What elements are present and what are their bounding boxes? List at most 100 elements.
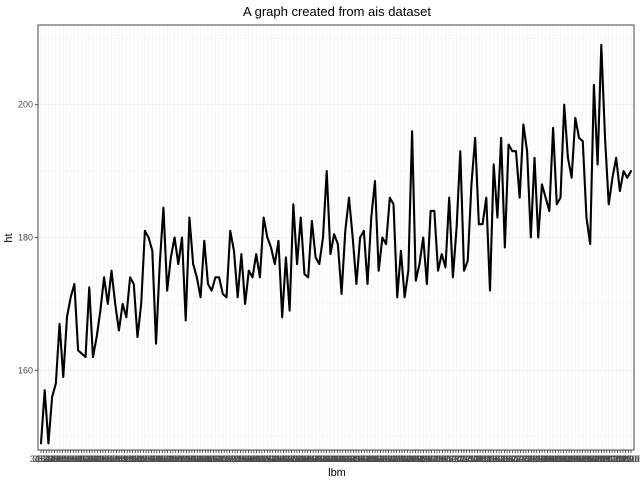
x-tick-label: 110.00: [601, 454, 628, 464]
x-tick-label: 77.00: [507, 454, 530, 464]
x-tick-label: 59.26: [307, 454, 330, 464]
x-tick-label: 52.08: [218, 454, 241, 464]
x-tick-label: 81.80: [560, 454, 583, 464]
x-tick-label: 35.44: [32, 454, 55, 464]
x-tick-label: 71.72: [447, 454, 470, 464]
x-tick-label: 46.14: [137, 454, 160, 464]
x-tick-label: 53.28: [234, 454, 257, 464]
x-tick-label: 65.96: [383, 454, 406, 464]
x-tick-label: 120.00: [609, 454, 637, 464]
x-tick-label: 45.80: [135, 454, 158, 464]
x-tick-label: 71.48: [445, 454, 468, 464]
x-tick-label: 72.44: [455, 454, 478, 464]
x-tick-label: 71.00: [439, 454, 462, 464]
x-tick-label: 49.44: [186, 454, 209, 464]
x-tick-label: 54.39: [248, 454, 271, 464]
x-tick-label: 65.72: [380, 454, 403, 464]
x-tick-label: 42.11: [84, 454, 106, 464]
x-tick-label: 74.12: [474, 454, 497, 464]
x-tick-label: 78.92: [528, 454, 551, 464]
x-tick-label: 51.16: [208, 454, 231, 464]
x-tick-label: 40.20: [62, 454, 85, 464]
x-tick-label: 64.52: [366, 454, 389, 464]
x-tick-label: 60.68: [323, 454, 346, 464]
x-tick-label: 49.26: [183, 454, 206, 464]
x-tick-label: 69.56: [423, 454, 446, 464]
x-tick-label: 80.84: [550, 454, 573, 464]
x-tick-label: 40.48: [65, 454, 88, 464]
x-tick-label: 80.12: [542, 454, 565, 464]
x-tick-label: 64.28: [364, 454, 387, 464]
x-tick-label: 61.16: [329, 454, 352, 464]
x-tick-label: 43.80: [108, 454, 131, 464]
x-tick-label: 63.56: [356, 454, 379, 464]
x-tick-label: 47.04: [151, 454, 174, 464]
x-tick-label: 77.96: [517, 454, 540, 464]
x-tick-label: 54.60: [251, 454, 274, 464]
x-tick-label: 55.70: [264, 454, 287, 464]
x-tick-label: 64.04: [361, 454, 384, 464]
x-tick-label: 76.76: [504, 454, 527, 464]
x-tick-label: 73.40: [466, 454, 489, 464]
x-tick-label: 57.88: [291, 454, 314, 464]
x-tick-label: 43.45: [102, 454, 125, 464]
x-tick-label: 62.84: [348, 454, 371, 464]
x-tick-label: 49.90: [191, 454, 214, 464]
x-tick-label: 56.12: [270, 454, 293, 464]
x-tick-label: 37.31: [38, 454, 61, 464]
x-tick-label: 59.96: [315, 454, 338, 464]
x-tick-label: 81.08: [552, 454, 575, 464]
x-tick-label: 59.74: [313, 454, 336, 464]
x-tick-label: 66.44: [388, 454, 411, 464]
x-tick-label: 55.28: [259, 454, 282, 464]
x-tick-label: 48.11: [167, 454, 189, 464]
x-tick-label: 96.00: [593, 454, 616, 464]
x-tick-label: 44.31: [113, 454, 136, 464]
x-tick-label: 81.32: [555, 454, 578, 464]
x-tick-label: 79.40: [534, 454, 557, 464]
x-tick-label: 61.64: [334, 454, 357, 464]
x-tick-label: 59.50: [310, 454, 333, 464]
x-tick-label: 48.00: [164, 454, 187, 464]
x-tick-label: 63.80: [358, 454, 381, 464]
x-tick-label: 77.24: [509, 454, 532, 464]
x-tick-label: 69.80: [426, 454, 449, 464]
x-tick-label: 83.00: [574, 454, 597, 464]
x-tick-label: 83.24: [577, 454, 600, 464]
x-tick-label: 73.88: [472, 454, 495, 464]
x-tick-label: 52.28: [221, 454, 244, 464]
x-tick-label: 66.20: [385, 454, 408, 464]
x-tick-label: 113.00: [604, 454, 631, 464]
x-tick-label: 52.47: [224, 454, 247, 464]
x-tick-label: 40.06: [57, 454, 80, 464]
x-tick-label: 37.50: [41, 454, 64, 464]
x-tick-label: 45.37: [129, 454, 152, 464]
x-tick-label: 45.66: [132, 454, 155, 464]
x-tick-label: 60.20: [318, 454, 341, 464]
x-tick-label: 68.12: [407, 454, 430, 464]
y-axis-title: ht: [3, 233, 15, 242]
x-tick-label: 50.11: [194, 454, 216, 464]
x-tick-label: 74.60: [480, 454, 503, 464]
x-tick-label: 74.84: [482, 454, 505, 464]
x-tick-label: 58.80: [302, 454, 325, 464]
x-tick-label: 44.13: [111, 454, 134, 464]
x-tick-label: 58.10: [294, 454, 317, 464]
x-tick-label: 68.84: [415, 454, 438, 464]
x-tick-label: 47.54: [159, 454, 182, 464]
x-tick-label: 42.68: [89, 454, 112, 464]
x-tick-label: 34.36: [30, 454, 53, 464]
x-tick-label: 76.52: [501, 454, 524, 464]
x-tick-label: 55.48: [261, 454, 284, 464]
x-tick-label: 122.00: [612, 454, 640, 464]
x-tick-label: 75.56: [490, 454, 513, 464]
x-tick-label: 68.60: [412, 454, 435, 464]
x-tick-label: 81.56: [558, 454, 581, 464]
x-tick-label: 53.54: [237, 454, 260, 464]
x-tick-label: 56.34: [272, 454, 295, 464]
x-tick-label: 57.46: [286, 454, 309, 464]
x-tick-label: 42.96: [92, 454, 115, 464]
x-tick-label: 51.62: [213, 454, 236, 464]
x-tick-label: 35.65: [35, 454, 58, 464]
